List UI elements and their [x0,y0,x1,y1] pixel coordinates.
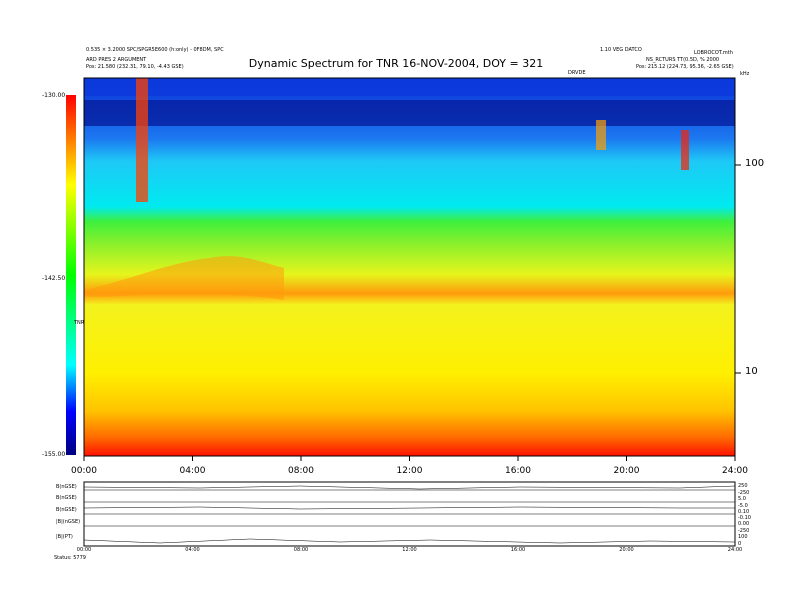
top-marker: DRVDE [568,70,586,76]
x-tick-label: 16:00 [505,466,531,476]
freq-tick-100: 100 [745,158,765,169]
freq-tick-10: 10 [745,366,758,377]
colorbar [66,95,76,455]
header-left-line2: ARD PRES 2 ARGUMENT [86,57,147,63]
panel-right-tick-5a: 100 [738,534,748,540]
panel-label-3: B(nGSE) [56,507,77,513]
panel-label-4: |B|(nGSE) [56,519,81,525]
burst-2 [681,130,689,170]
x-tick-label: 08:00 [288,466,314,476]
panel-right-tick-1a: 250 [738,483,748,489]
x-tick-label: 20:00 [613,466,640,476]
colorbar-unit: TNR [74,320,85,326]
header-right-line3: NS_RCTURS TT(0.5D, % 2000 [646,57,720,63]
chart-title: Dynamic Spectrum for TNR 16-NOV-2004, DO… [248,57,544,70]
panel-right-tick-3a: 0.10 [738,509,750,515]
x-tick-label: 04:00 [179,466,206,476]
panel-right-tick-5b: 0 [738,541,742,547]
header-left-line3: Pos: 21.580 (232.31, 79.10, -4.43 GSE) [86,64,184,70]
freq-unit: kHz [740,71,750,77]
panel-right-tick-3b: -0.10 [738,515,751,521]
bottom-x-tick-label: 08:00 [293,547,309,553]
panel-right-tick-2b: -5.0 [738,503,748,509]
x-tick-label: 00:00 [71,466,97,476]
panel-right-tick-2a: 5.0 [738,496,746,502]
burst-3 [596,120,606,150]
top-band [84,78,735,96]
noise-feature [84,256,284,300]
panel-right-tick-4a: 0.00 [738,521,750,527]
colorbar-tick-mid: -142.50 [42,275,66,282]
x-tick-label: 12:00 [396,466,423,476]
bottom-x-tick-label: 00:00 [76,547,92,553]
header-left-line1: 0.535 × 3.2000 SPC/SPGR5E600 (h:only) - … [86,47,224,53]
bottom-x-tick-label: 20:00 [619,547,634,553]
bottom-x-tick-label: 24:00 [727,547,743,553]
header-right-line2: LOBROCOT.mth [694,50,733,56]
dark-band [84,100,735,126]
panel-label-5: |B|(PT) [56,534,73,540]
bottom-x-tick-label: 16:00 [510,547,526,553]
bottom-x-tick-label: 12:00 [402,547,417,553]
header-right-line1: 1.10 VEG DATCO [600,47,642,53]
footer-status: Status: 5779 [54,555,86,561]
header-right-line4: Pos: 215.12 (224.73, 95.36, -2.65 GSE) [636,64,734,70]
bottom-x-tick-label: 04:00 [185,547,200,553]
colorbar-tick-top: -130.00 [42,92,66,99]
colorbar-tick-bottom: -155.00 [42,451,66,458]
panel-right-tick-4b: -250 [738,528,750,534]
panel-label-2: B(nGSE) [56,495,77,501]
panel-right-tick-1b: -250 [738,490,750,496]
burst-1 [136,78,148,202]
x-tick-label: 24:00 [722,466,748,476]
panel-label-1: B(nGSE) [56,484,77,490]
